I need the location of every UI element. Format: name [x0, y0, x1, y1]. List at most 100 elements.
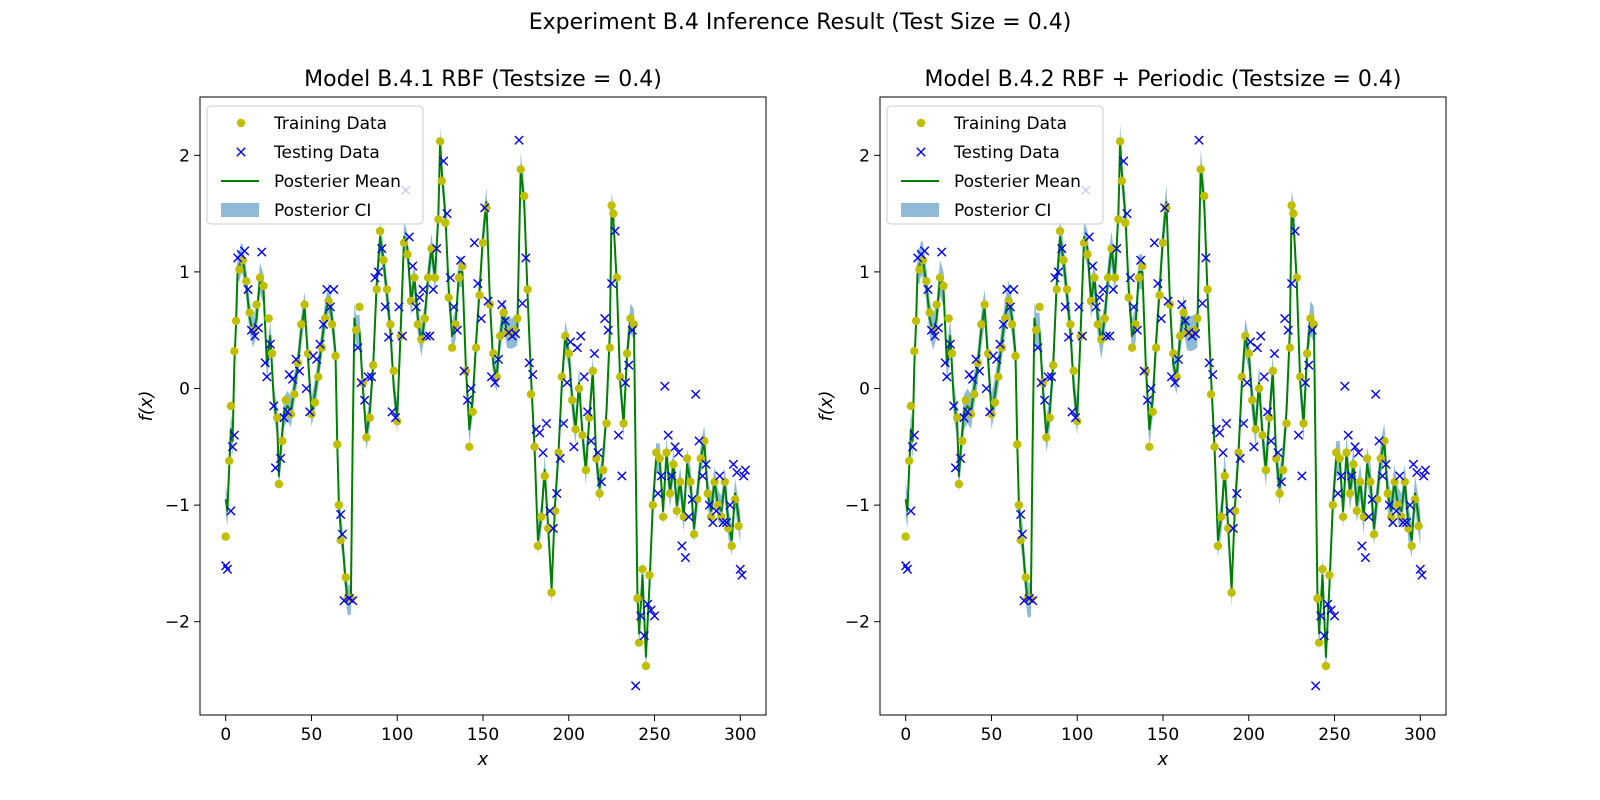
- training-point: [235, 265, 244, 274]
- training-point: [1138, 261, 1147, 271]
- training-point: [465, 442, 474, 451]
- legend-testing-marker: [916, 147, 926, 157]
- testing-point: [558, 418, 569, 429]
- testing-point: [620, 377, 631, 388]
- legend-label: Training Data: [273, 114, 387, 134]
- testing-point: [1256, 331, 1266, 341]
- y-tick-label: 1: [179, 263, 190, 283]
- testing-point: [1146, 383, 1156, 394]
- testing-point: [476, 313, 486, 324]
- testing-point: [576, 331, 586, 341]
- testing-point: [1343, 430, 1353, 440]
- training-point: [226, 401, 236, 411]
- testing-point: [1245, 337, 1256, 347]
- testing-point: [1249, 442, 1259, 452]
- testing-point: [974, 366, 985, 376]
- testing-point: [282, 407, 293, 417]
- testing-point: [1142, 395, 1153, 405]
- training-point: [547, 588, 556, 597]
- training-point: [331, 351, 340, 361]
- testing-point: [243, 284, 253, 295]
- training-point: [574, 384, 584, 393]
- testing-point: [1139, 366, 1149, 376]
- training-point: [1345, 489, 1355, 498]
- testing-point: [1262, 407, 1273, 417]
- training-point: [267, 349, 277, 358]
- testing-point: [1319, 631, 1329, 641]
- testing-point: [902, 564, 913, 574]
- testing-point: [919, 246, 930, 256]
- training-point: [1100, 314, 1109, 323]
- testing-point: [1364, 512, 1374, 522]
- training-point: [300, 300, 309, 309]
- testing-point: [1111, 243, 1122, 254]
- testing-point: [1118, 156, 1129, 166]
- testing-point: [1357, 541, 1367, 551]
- testing-point: [445, 273, 456, 283]
- y-tick-label: 1: [859, 263, 870, 283]
- testing-point: [1367, 494, 1377, 504]
- training-point: [454, 273, 464, 282]
- testing-point: [363, 372, 373, 382]
- x-tick-label: 0: [220, 725, 231, 745]
- testing-point: [1074, 302, 1084, 312]
- testing-point: [222, 564, 233, 574]
- x-tick-label: 200: [553, 725, 585, 745]
- testing-point: [907, 442, 918, 452]
- panel-title: Model B.4.2 RBF + Periodic (Testsize = 0…: [925, 67, 1402, 92]
- training-point: [1114, 215, 1123, 224]
- testing-point: [414, 292, 425, 303]
- testing-point: [1388, 517, 1398, 528]
- testing-point: [538, 447, 548, 458]
- training-point: [554, 448, 563, 457]
- training-point: [1090, 273, 1099, 282]
- training-point: [1318, 565, 1327, 574]
- training-point: [1131, 320, 1140, 329]
- testing-point: [270, 463, 281, 473]
- training-point: [221, 532, 230, 541]
- training-point: [634, 638, 644, 647]
- testing-point: [624, 360, 634, 370]
- training-point: [458, 261, 467, 271]
- training-point: [382, 285, 392, 294]
- testing-point: [1228, 523, 1239, 534]
- training-point: [990, 398, 1000, 407]
- training-point: [1165, 300, 1175, 309]
- testing-point: [1286, 278, 1297, 289]
- testing-point: [1036, 377, 1046, 388]
- testing-point: [740, 465, 751, 475]
- testing-point: [521, 253, 531, 263]
- testing-point: [552, 488, 562, 499]
- training-point: [1234, 448, 1243, 457]
- panel-title: Model B.4.1 RBF (Testsize = 0.4): [304, 67, 662, 92]
- training-point: [605, 343, 615, 352]
- training-point: [686, 477, 695, 486]
- testing-point: [955, 453, 966, 464]
- training-point: [910, 347, 919, 356]
- testing-point: [663, 430, 673, 440]
- training-point: [1366, 477, 1375, 486]
- testing-point: [469, 238, 480, 248]
- testing-point: [971, 354, 981, 365]
- training-point: [1145, 442, 1154, 451]
- testing-point: [627, 325, 637, 335]
- testing-point: [1394, 471, 1405, 481]
- training-point: [915, 265, 924, 274]
- testing-point: [1017, 529, 1028, 539]
- training-point: [1362, 454, 1372, 463]
- testing-point: [239, 246, 250, 256]
- training-point: [281, 396, 290, 405]
- training-point: [925, 308, 934, 317]
- legend-label: Posterier Mean: [274, 172, 401, 192]
- testing-point: [1194, 135, 1204, 145]
- testing-point: [1300, 377, 1311, 388]
- training-point: [689, 530, 699, 539]
- training-point: [592, 454, 601, 463]
- testing-point: [1238, 418, 1249, 429]
- testing-point: [500, 316, 510, 326]
- testing-point: [718, 517, 728, 528]
- testing-point: [981, 383, 992, 394]
- testing-point: [318, 319, 329, 330]
- testing-point: [701, 459, 711, 469]
- training-point: [958, 436, 967, 446]
